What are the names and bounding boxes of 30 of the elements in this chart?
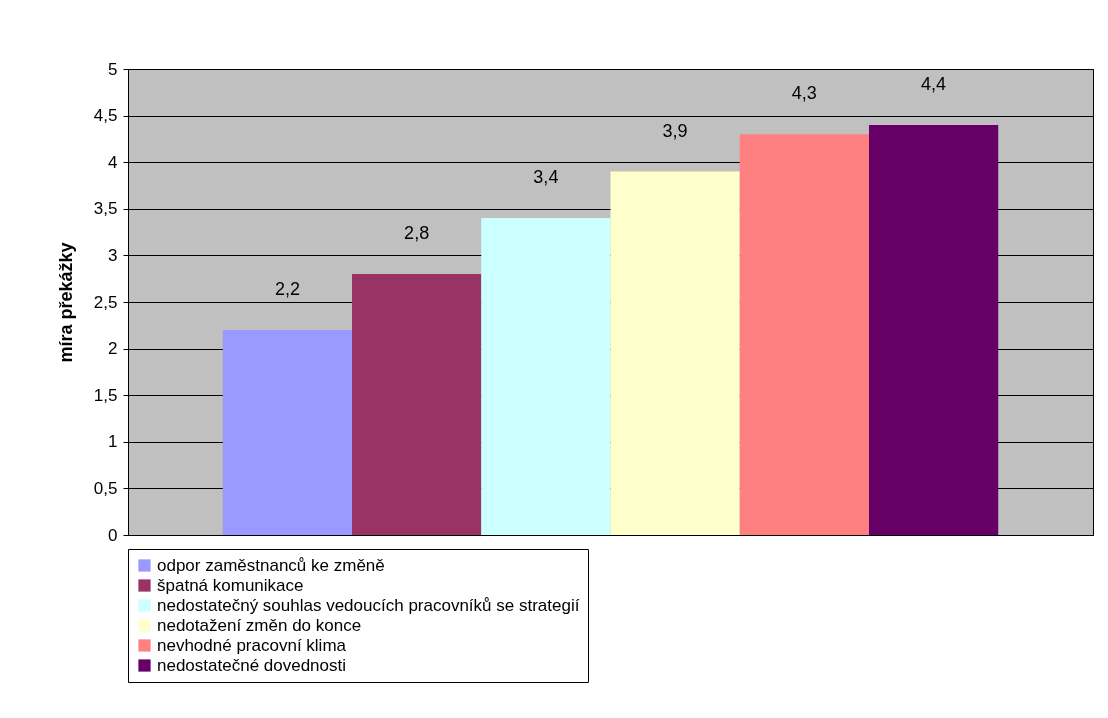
- data-label: 4,4: [921, 73, 947, 94]
- y-tick-label: 2: [108, 339, 118, 359]
- legend-label: odpor zaměstnanců ke změně: [157, 555, 385, 575]
- y-tick-label: 0: [108, 525, 118, 545]
- y-tick-label: 1: [108, 432, 118, 452]
- data-label: 3,9: [662, 120, 688, 141]
- bar: [610, 171, 740, 535]
- data-label: 3,4: [533, 167, 559, 188]
- bar: [739, 134, 869, 535]
- data-label: 4,3: [791, 83, 817, 104]
- y-tick-label: 4: [108, 152, 118, 172]
- legend-label: nedostatečný souhlas vedoucích pracovníků se strategií: [157, 595, 580, 615]
- bar: [352, 274, 482, 535]
- y-tick-label: 0,5: [93, 478, 118, 498]
- legend-label: nedotažení změn do konce: [157, 615, 362, 635]
- y-tick-label: 2,5: [93, 292, 118, 312]
- legend-label: špatná komunikace: [157, 575, 304, 595]
- y-tick-label: 3,5: [93, 199, 118, 219]
- bar: [481, 218, 611, 535]
- y-tick-label: 1,5: [93, 385, 118, 405]
- y-tick-label: 5: [108, 59, 118, 79]
- bar: [222, 329, 353, 535]
- legend-label: nedostatečné dovednosti: [157, 655, 347, 675]
- y-tick-label: 3: [108, 245, 118, 265]
- bar: [868, 124, 999, 535]
- y-tick-label: 4,5: [93, 106, 118, 126]
- data-label: 2,8: [404, 223, 430, 244]
- data-label: 2,2: [274, 278, 300, 299]
- y-axis-title: míra překážky: [55, 242, 76, 363]
- legend-label: nevhodné pracovní klima: [157, 635, 347, 655]
